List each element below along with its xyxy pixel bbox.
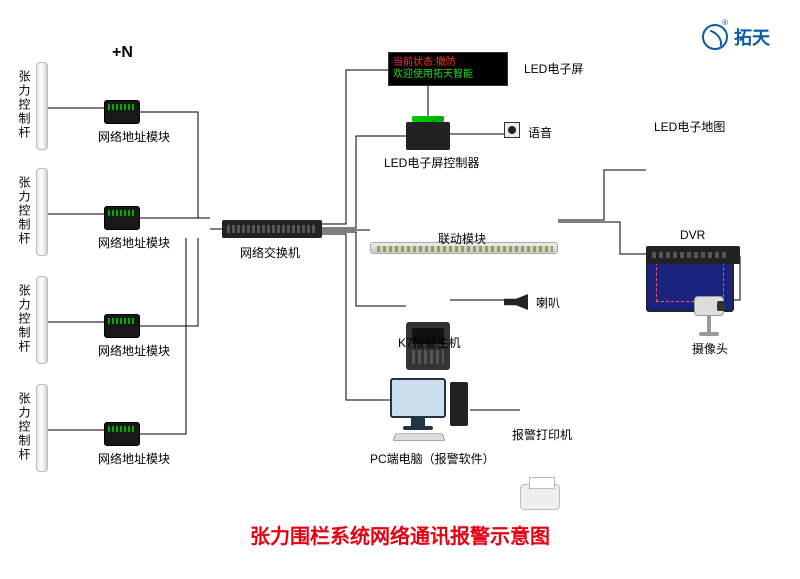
address-module-label: 网络地址模块 (98, 128, 170, 145)
wire (558, 222, 646, 254)
voice-speaker-icon (504, 122, 520, 138)
diagram-canvas: 拓天 ® +N 张力控制杆 (0, 0, 800, 579)
alarm-host-label: K7报警主机 (398, 334, 461, 351)
voice-label: 语音 (528, 124, 552, 141)
dvr-label: DVR (680, 228, 705, 242)
camera-label: 摄像头 (692, 340, 728, 357)
address-module-icon (104, 206, 140, 230)
wire (558, 170, 646, 220)
tension-pole-icon (36, 62, 48, 150)
address-module-icon (104, 422, 140, 446)
wire (140, 238, 186, 434)
address-module-icon (104, 100, 140, 124)
network-switch-label: 网络交换机 (240, 244, 300, 261)
led-panel-icon: 当前状态:撤防 欢迎使用拓天智能 (388, 52, 508, 86)
wire (322, 70, 388, 224)
address-module-label: 网络地址模块 (98, 450, 170, 467)
pc-icon (390, 378, 446, 442)
wire (140, 238, 198, 326)
tension-pole-icon (36, 384, 48, 472)
network-switch-icon (222, 220, 322, 238)
address-module-icon (104, 314, 140, 338)
tension-pole-label: 张力控制杆 (16, 176, 33, 246)
led-controller-icon (406, 122, 450, 150)
tension-pole-icon (36, 276, 48, 364)
horn-label: 喇叭 (536, 294, 560, 311)
led-panel-line2: 欢迎使用拓天智能 (393, 69, 503, 81)
address-module-label: 网络地址模块 (98, 234, 170, 251)
tension-pole-icon (36, 168, 48, 256)
pc-label: PC端电脑（报警软件） (370, 450, 495, 467)
printer-icon (520, 484, 560, 510)
led-panel-line1: 当前状态:撤防 (393, 57, 503, 69)
tension-pole-label: 张力控制杆 (16, 70, 33, 140)
printer-label: 报警打印机 (512, 426, 572, 443)
led-map-label: LED电子地图 (654, 118, 725, 135)
led-controller-label: LED电子屏控制器 (384, 154, 479, 171)
dvr-icon (646, 246, 740, 264)
tension-pole-label: 张力控制杆 (16, 392, 33, 462)
wire (322, 136, 406, 228)
link-module-label: 联动模块 (438, 230, 486, 247)
tension-pole-label: 张力控制杆 (16, 284, 33, 354)
address-module-label: 网络地址模块 (98, 342, 170, 359)
camera-icon (694, 296, 724, 336)
diagram-title: 张力围栏系统网络通讯报警示意图 (0, 520, 800, 549)
led-panel-label: LED电子屏 (524, 60, 583, 77)
